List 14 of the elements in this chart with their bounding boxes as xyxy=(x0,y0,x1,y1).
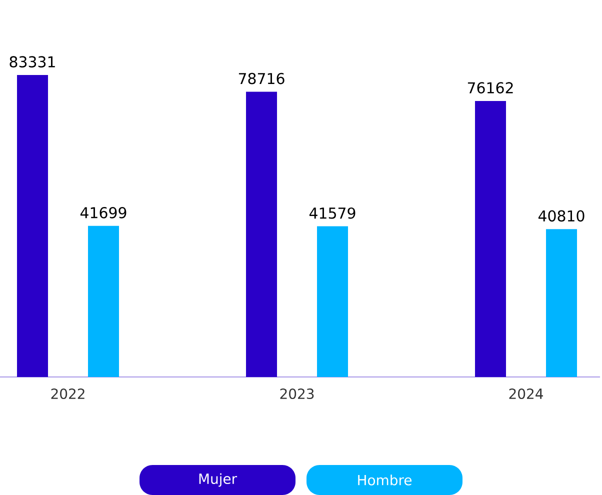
text: Hombre xyxy=(358,474,412,486)
bar xyxy=(88,226,120,377)
x-tick-label: 2023 xyxy=(280,388,314,400)
data-label: 40810 xyxy=(538,210,584,222)
data-label: 83331 xyxy=(10,56,55,68)
bar xyxy=(546,229,578,377)
text: Mujer xyxy=(199,473,238,487)
x-tick-label: 2024 xyxy=(509,388,543,400)
bar xyxy=(317,226,348,377)
data-label: 78716 xyxy=(238,72,284,84)
data-label: 76162 xyxy=(468,82,513,94)
data-label: 41699 xyxy=(80,207,126,218)
data-label: 41579 xyxy=(309,207,356,219)
x-tick-label: 2022 xyxy=(51,388,84,400)
